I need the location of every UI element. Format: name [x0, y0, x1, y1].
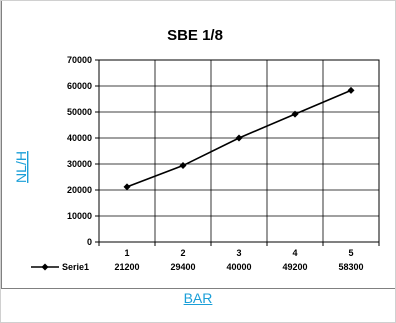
y-tick-label: 70000	[67, 55, 92, 65]
data-table-value: 21200	[114, 262, 139, 272]
series-serie1	[123, 86, 355, 191]
data-table-value: 40000	[226, 262, 251, 272]
y-tick-label: 0	[87, 237, 92, 247]
y-tick-labels: 0 10000 20000 30000 40000 50000 60000 70000	[67, 55, 92, 247]
y-tick-label: 20000	[67, 185, 92, 195]
y-tick-label: 60000	[67, 81, 92, 91]
line-chart: SBE 1/8 NL/H 0 10000 20000 30000 40000 50000 6…	[13, 27, 380, 272]
x-tick-label: 3	[236, 248, 241, 258]
legend-marker	[41, 263, 49, 271]
grid	[95, 59, 380, 246]
x-tick-label: 2	[180, 248, 185, 258]
y-tick-label: 50000	[67, 107, 92, 117]
data-point	[291, 110, 299, 118]
x-axis-label[interactable]: BAR	[183, 290, 213, 306]
x-tick-label: 1	[124, 248, 129, 258]
data-point	[179, 162, 187, 170]
data-table-value: 49200	[282, 262, 307, 272]
legend-table: Serie1 21200 29400 40000 49200 58300	[31, 262, 364, 272]
data-table-value: 29400	[170, 262, 195, 272]
data-point	[347, 86, 355, 94]
plot-border	[98, 59, 380, 243]
legend-series-name: Serie1	[62, 262, 89, 272]
chart-title: SBE 1/8	[167, 27, 223, 44]
y-axis-label: NL/H	[13, 151, 29, 183]
y-tick-label: 40000	[67, 133, 92, 143]
data-point	[235, 134, 243, 142]
chart-area	[1, 1, 395, 289]
y-tick-label: 30000	[67, 159, 92, 169]
x-tick-label: 5	[348, 248, 353, 258]
x-tick-labels: 1 2 3 4 5	[124, 248, 353, 258]
x-tick-label: 4	[292, 248, 297, 258]
data-point	[123, 183, 131, 191]
y-tick-label: 10000	[67, 211, 92, 221]
data-table-value: 58300	[338, 262, 363, 272]
